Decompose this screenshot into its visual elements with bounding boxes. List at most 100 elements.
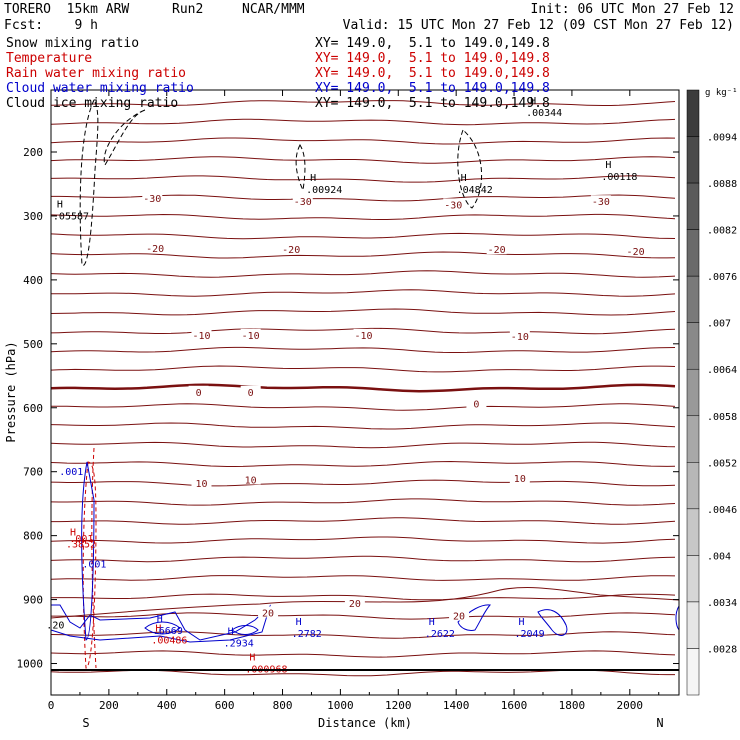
- extremum-value: .2622: [425, 629, 455, 640]
- extremum-marker: H: [310, 173, 316, 184]
- x-tick-label: 1200: [385, 699, 412, 712]
- isotherm-line: [50, 137, 676, 145]
- field-name: Snow mixing ratio: [6, 36, 140, 51]
- isotherm-label: -30: [444, 200, 462, 211]
- contour-labels: -30 -30 -30 -30 -20 -20 -20 -20 -10 -10 -10 -10 0 0 0 1…: [46, 96, 646, 675]
- isotherm-label-bg: [240, 473, 261, 485]
- isotherm-label: 0: [196, 388, 202, 399]
- isotherm-label-bg: [240, 328, 261, 340]
- field-range: XY= 149.0, 5.1 to 149.0,149.8: [315, 51, 550, 66]
- isotherm-line: [50, 555, 676, 563]
- init-label: Init: 06 UTC Mon 27 Feb 12: [530, 2, 735, 17]
- extremum-value: .04842: [457, 185, 493, 196]
- isotherm-line: [50, 175, 676, 183]
- x-tick-label: 1000: [327, 699, 354, 712]
- isotherm-line: [50, 631, 676, 639]
- colorbar-segment: [686, 462, 700, 510]
- extremum-marker: H: [249, 652, 255, 663]
- contour-label: .001: [59, 467, 83, 478]
- extremum-value: .00486: [151, 636, 187, 647]
- x-tick-label: 400: [157, 699, 177, 712]
- isotherm-line: [51, 517, 676, 525]
- isotherm-label-bg: [509, 472, 530, 484]
- colorbar-tick-label: .0034: [707, 598, 737, 609]
- y-tick-label: 500: [23, 338, 43, 351]
- extremum-marker: H: [70, 528, 76, 539]
- colorbar-segment: [686, 648, 700, 696]
- isotherm-line: [50, 669, 675, 677]
- extremum-value: .2782: [292, 629, 322, 640]
- isotherm-line: [50, 251, 676, 259]
- org-label: NCAR/MMM: [242, 2, 305, 17]
- field-range: XY= 149.0, 5.1 to 149.0,149.8: [315, 66, 550, 81]
- rain-contour: [82, 461, 97, 669]
- x-tick-label: 1800: [559, 699, 586, 712]
- colorbar-tick-label: .0082: [707, 226, 737, 237]
- x-tick-label: 600: [215, 699, 235, 712]
- colorbar-segment: [686, 601, 700, 649]
- extremum-marker: H: [429, 617, 435, 628]
- isotherm-label: 20: [262, 608, 274, 619]
- isotherm-line: [50, 118, 676, 126]
- extremum-marker: H: [155, 624, 161, 635]
- isotherm-line: [51, 403, 676, 411]
- isotherm-label: -10: [511, 332, 529, 343]
- extremum-value: .2049: [515, 629, 545, 640]
- isotherm-label-bg: [292, 195, 313, 207]
- contour-label: .001: [82, 560, 106, 571]
- extremum-value: .05587: [53, 212, 89, 223]
- snow-contour: [103, 109, 146, 167]
- cloud-water-contour: [675, 605, 680, 631]
- cloud-water-contour: [144, 621, 181, 635]
- colorbar-tick-label: .004: [707, 551, 731, 562]
- isotherm-label: -30: [143, 194, 161, 205]
- isotherm-line: [50, 650, 676, 658]
- field-name: Rain water mixing ratio: [6, 66, 187, 81]
- isotherm-label-bg: [449, 609, 470, 621]
- extremum-value: .00118: [601, 172, 637, 183]
- isotherm-label: 10: [195, 479, 207, 490]
- contour-label: .20: [46, 620, 64, 631]
- isotherm-line: [50, 498, 676, 506]
- extremum-marker: H: [228, 627, 234, 638]
- isotherm-line: [50, 365, 676, 373]
- isotherm-line: [50, 232, 676, 240]
- colorbar-segment: [686, 229, 700, 277]
- colorbar-segment: [686, 89, 700, 137]
- isotherm-line: [50, 441, 676, 449]
- isotherm-line: [50, 289, 676, 297]
- isotherm-line: [50, 422, 676, 430]
- isotherm-line: [50, 270, 676, 278]
- extremum-marker: H: [57, 200, 63, 211]
- fcst-label: Fcst: 9 h: [4, 18, 98, 33]
- isotherm-line: [50, 156, 676, 164]
- isotherm-label: -30: [592, 197, 610, 208]
- colorbar-tick-label: .0058: [707, 412, 737, 423]
- isotherm-label-bg: [466, 397, 487, 409]
- colorbar-tick-label: .0088: [707, 179, 737, 190]
- isotherm-label-bg: [625, 245, 646, 257]
- colorbar-segment: [686, 555, 700, 603]
- x-end-right: N: [656, 716, 663, 730]
- y-tick-label: 200: [23, 146, 43, 159]
- field-range: XY= 149.0, 5.1 to 149.0,149.8: [315, 96, 550, 111]
- isotherm-line: [50, 575, 676, 581]
- isotherm-label: -10: [242, 331, 260, 342]
- isotherm-label-bg: [142, 192, 163, 204]
- isotherm-label: -20: [627, 247, 645, 258]
- x-tick-label: 1600: [501, 699, 528, 712]
- y-tick-label: 400: [23, 274, 43, 287]
- run-label: Run2: [172, 2, 204, 17]
- colorbar-unit: g kg⁻¹: [705, 88, 738, 98]
- isotherm-label-bg: [258, 606, 279, 618]
- extremum-marker: H: [296, 617, 302, 628]
- isotherm-line: [50, 308, 676, 316]
- isotherm-label-bg: [344, 596, 365, 608]
- y-tick-label: 800: [23, 530, 43, 543]
- isotherm-label: 10: [245, 475, 257, 486]
- colorbar-segment: [686, 508, 700, 556]
- colorbar-segment: [686, 322, 700, 370]
- isotherm-label: -20: [282, 245, 300, 256]
- y-axis-title: Pressure (hPa): [4, 341, 18, 442]
- colorbar-tick-label: .0052: [707, 458, 737, 469]
